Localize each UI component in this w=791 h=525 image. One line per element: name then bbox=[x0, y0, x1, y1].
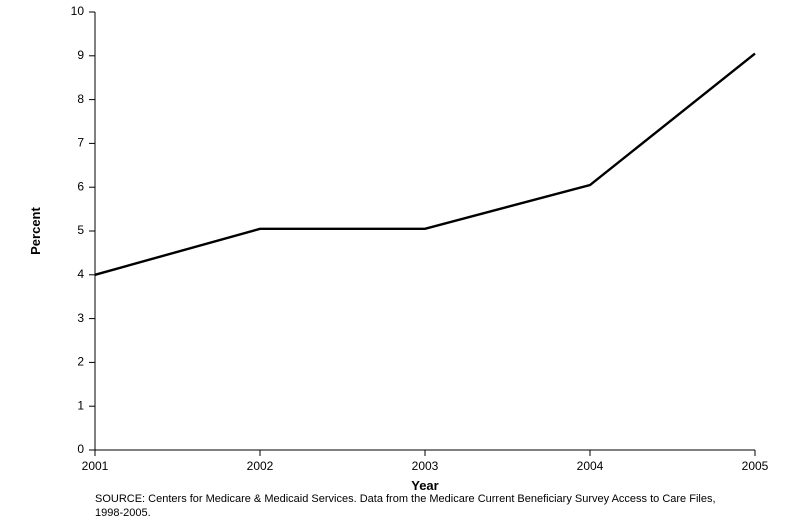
x-tick-label: 2003 bbox=[412, 459, 439, 473]
line-chart: 0 1 2 3 4 5 6 7 8 9 10 2001 2002 2003 2004 2005 Percent Y… bbox=[0, 0, 791, 525]
y-tick-label: 9 bbox=[77, 48, 84, 62]
x-tick-label: 2004 bbox=[577, 459, 604, 473]
y-tick-label: 6 bbox=[77, 179, 84, 193]
y-tick-label: 4 bbox=[77, 267, 84, 281]
y-tick-label: 10 bbox=[71, 4, 85, 18]
y-tick-label: 7 bbox=[77, 136, 84, 150]
x-tick-label: 2001 bbox=[82, 459, 109, 473]
y-tick-label: 8 bbox=[77, 92, 84, 106]
y-tick-label: 1 bbox=[77, 398, 84, 412]
x-tick-label: 2002 bbox=[247, 459, 274, 473]
data-line bbox=[95, 54, 755, 275]
x-tick-label: 2005 bbox=[742, 459, 769, 473]
y-tick-label: 5 bbox=[77, 223, 84, 237]
y-tick-label: 3 bbox=[77, 311, 84, 325]
source-note: SOURCE: Centers for Medicare & Medicaid … bbox=[95, 492, 745, 521]
y-tick-label: 2 bbox=[77, 355, 84, 369]
x-axis-label: Year bbox=[411, 478, 438, 493]
y-tick-label: 0 bbox=[77, 442, 84, 456]
chart-container: 0 1 2 3 4 5 6 7 8 9 10 2001 2002 2003 2004 2005 Percent Y… bbox=[0, 0, 791, 525]
y-axis-label: Percent bbox=[28, 206, 43, 254]
